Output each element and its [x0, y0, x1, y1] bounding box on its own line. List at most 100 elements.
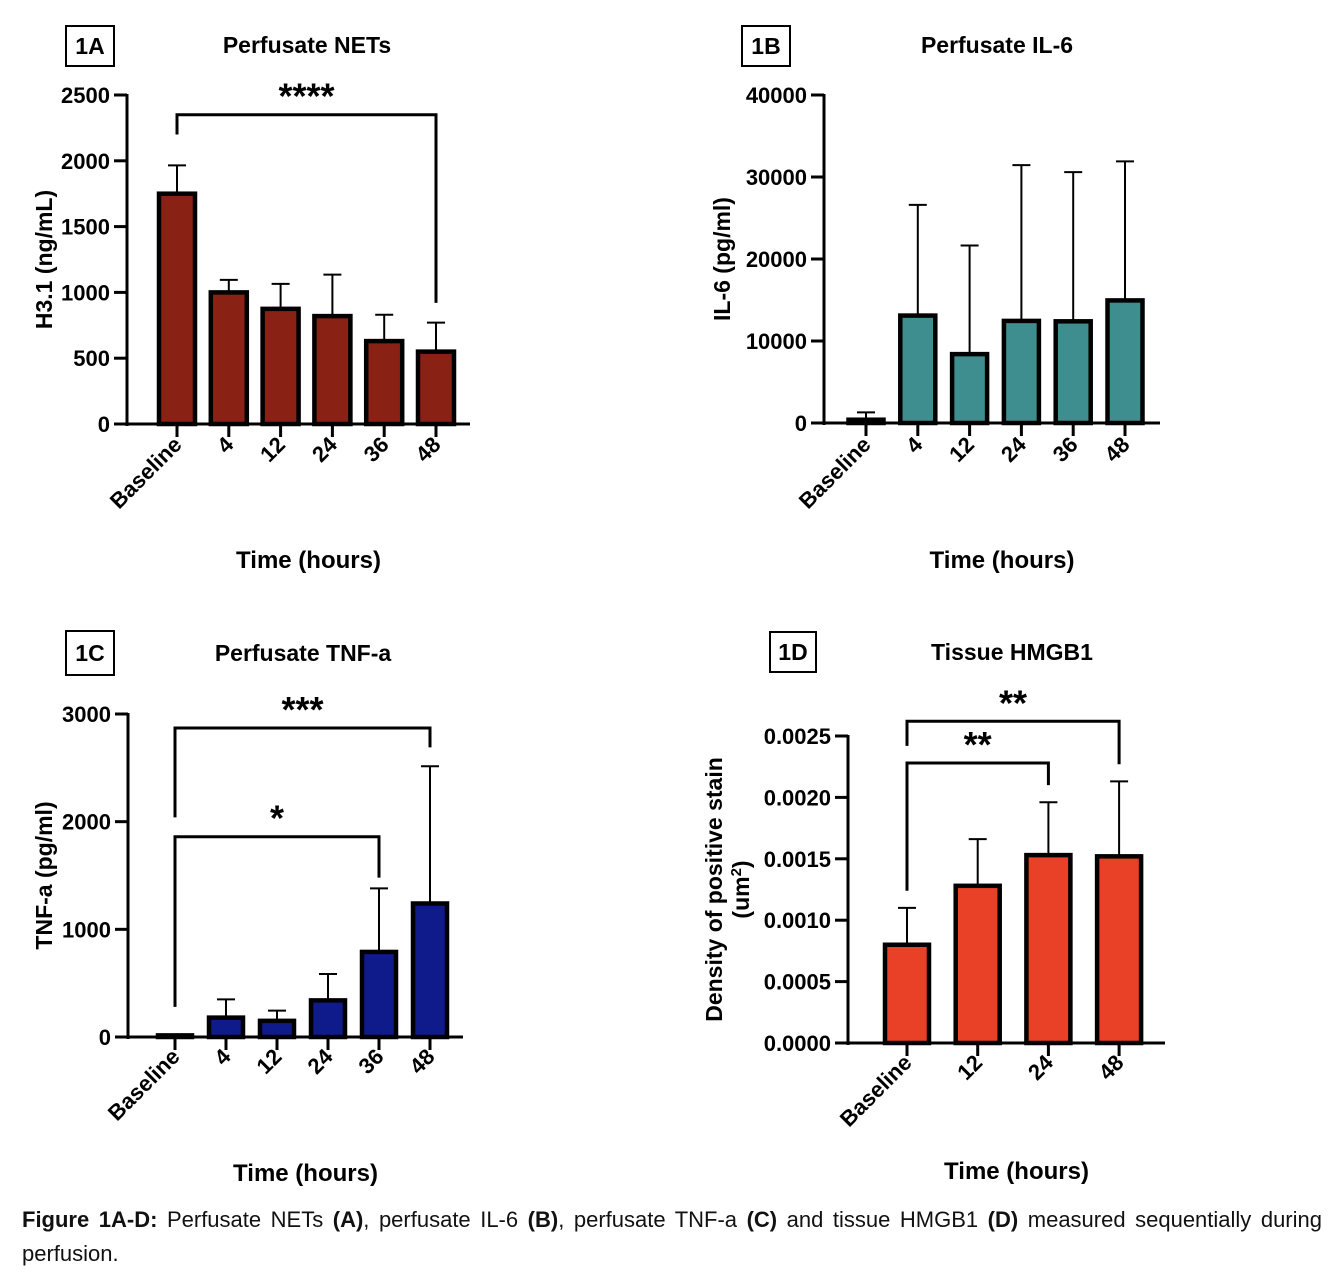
- y-axis-units-end: ): [728, 860, 754, 868]
- x-tick-label: 4: [212, 431, 239, 458]
- y-axis-title: Density of positive stain: [701, 757, 727, 1022]
- panel-label: 1C: [75, 640, 104, 666]
- chart-title: Perfusate IL-6: [921, 32, 1073, 58]
- chart-title: Tissue HMGB1: [931, 639, 1093, 665]
- bar: [953, 883, 1002, 1046]
- x-tick-label: 48: [1100, 432, 1135, 467]
- y-tick-label: 1000: [62, 917, 111, 942]
- bar: [208, 290, 250, 427]
- x-tick-label: 24: [303, 1043, 339, 1079]
- x-tick-label: 12: [252, 1044, 287, 1079]
- bar: [882, 942, 932, 1046]
- significance-bracket: [905, 761, 1050, 891]
- x-tick-label: 4: [209, 1043, 236, 1070]
- bar: [1094, 854, 1144, 1046]
- significance-bracket: [173, 726, 432, 818]
- x-axis-title: Time (hours): [233, 1160, 378, 1187]
- y-tick-label: 2500: [61, 83, 110, 108]
- bar: [206, 1015, 246, 1040]
- y-axis-title: IL-6 (pg/ml): [709, 197, 735, 321]
- y-tick-label: 1500: [61, 215, 110, 240]
- x-tick-label: 24: [1023, 1049, 1059, 1085]
- bar: [257, 1018, 297, 1040]
- x-tick-label: 4: [901, 431, 928, 458]
- x-tick-label: 48: [1094, 1050, 1129, 1085]
- y-tick-label: 0: [795, 411, 807, 436]
- bar: [312, 313, 353, 427]
- significance-label: *: [270, 798, 284, 839]
- x-tick-label: 48: [411, 432, 446, 467]
- y-tick-label: 0.0010: [764, 908, 831, 933]
- y-tick-label: 1000: [61, 280, 110, 305]
- bar: [308, 998, 348, 1040]
- y-axis-units-superscript: 2: [728, 868, 745, 876]
- y-tick-label: 0: [99, 1025, 111, 1050]
- bar: [415, 349, 457, 427]
- x-tick-label: 12: [952, 1050, 987, 1085]
- y-tick-label: 2000: [61, 149, 110, 174]
- y-tick-label: 0: [98, 412, 110, 437]
- y-tick-label: 20000: [746, 247, 807, 272]
- significance-bracket: [175, 113, 438, 303]
- y-axis-title-units: (um2): [728, 860, 754, 918]
- bar: [363, 338, 405, 427]
- caption-part: (B): [527, 1207, 559, 1232]
- figure-canvas: 1A Perfusate NETs 0 500 1000 1500 2000 2500 Base…: [31, 25, 1165, 1187]
- significance-bracket: [905, 719, 1121, 765]
- bar: [1024, 852, 1073, 1046]
- bar: [949, 351, 990, 426]
- figure-caption: Figure 1A-D: Perfusate NETs (A), perfusa…: [22, 1203, 1322, 1271]
- x-axis-title: Time (hours): [930, 547, 1075, 574]
- chart-title: Perfusate NETs: [223, 32, 391, 58]
- caption-label: Figure 1A-D:: [22, 1207, 158, 1232]
- caption-part: (A): [332, 1207, 364, 1232]
- y-axis-title: TNF-a (pg/ml): [31, 801, 57, 949]
- x-tick-label: 36: [354, 1044, 389, 1079]
- x-tick-label: Baseline: [103, 1044, 185, 1126]
- x-tick-label: Baseline: [105, 432, 187, 514]
- caption-part: (D): [987, 1207, 1019, 1232]
- x-tick-label: 36: [359, 432, 394, 467]
- y-axis-units-base: (um: [728, 876, 754, 918]
- panel-label-box: [65, 630, 115, 676]
- chart-panel-1b: 1B Perfusate IL-6 0 10000 20000 30000 40000 Bas…: [709, 25, 1160, 574]
- significance-label: ****: [278, 76, 334, 117]
- x-tick-label: 36: [1048, 432, 1083, 467]
- x-tick-label: 24: [996, 431, 1032, 467]
- caption-part: and tissue HMGB1: [777, 1207, 988, 1232]
- x-axis-title: Time (hours): [944, 1158, 1089, 1185]
- bar: [1001, 318, 1042, 426]
- bar: [898, 313, 938, 426]
- caption-part: Perfusate NETs: [157, 1207, 333, 1232]
- bar: [260, 306, 301, 427]
- chart-panel-1a: 1A Perfusate NETs 0 500 1000 1500 2000 2500 Base…: [31, 25, 470, 574]
- y-tick-label: 30000: [746, 165, 807, 190]
- y-tick-label: 2000: [62, 810, 111, 835]
- panel-label-box: [741, 25, 791, 67]
- y-tick-label: 0.0020: [764, 785, 831, 810]
- bar: [410, 901, 450, 1040]
- y-tick-label: 0.0025: [764, 724, 831, 749]
- significance-label: ***: [281, 689, 323, 730]
- caption-part: (C): [746, 1207, 778, 1232]
- panel-label: 1B: [751, 33, 780, 59]
- panel-label-box: [65, 25, 115, 67]
- y-tick-label: 0.0005: [764, 970, 831, 995]
- chart-title: Perfusate TNF-a: [215, 640, 392, 666]
- bar: [1105, 298, 1145, 426]
- y-tick-label: 0.0015: [764, 847, 831, 872]
- y-tick-label: 10000: [746, 329, 807, 354]
- significance-label: **: [999, 682, 1027, 723]
- panel-label: 1A: [75, 33, 104, 59]
- y-tick-label: 40000: [746, 83, 807, 108]
- x-tick-label: 12: [255, 432, 290, 467]
- x-tick-label: 48: [405, 1044, 440, 1079]
- y-tick-label: 0.0000: [764, 1031, 831, 1056]
- x-tick-label: Baseline: [835, 1050, 917, 1132]
- x-tick-label: 12: [944, 432, 979, 467]
- bar: [1053, 319, 1093, 426]
- x-tick-label: 24: [307, 431, 343, 467]
- chart-panel-1c: 1C Perfusate TNF-a 0 1000 2000 3000 Baseline 4 1…: [31, 630, 463, 1187]
- significance-label: **: [964, 724, 992, 765]
- chart-panel-1d: 1D Tissue HMGB1 0.0000 0.0005 0.0010 0.0015 0.…: [701, 631, 1165, 1185]
